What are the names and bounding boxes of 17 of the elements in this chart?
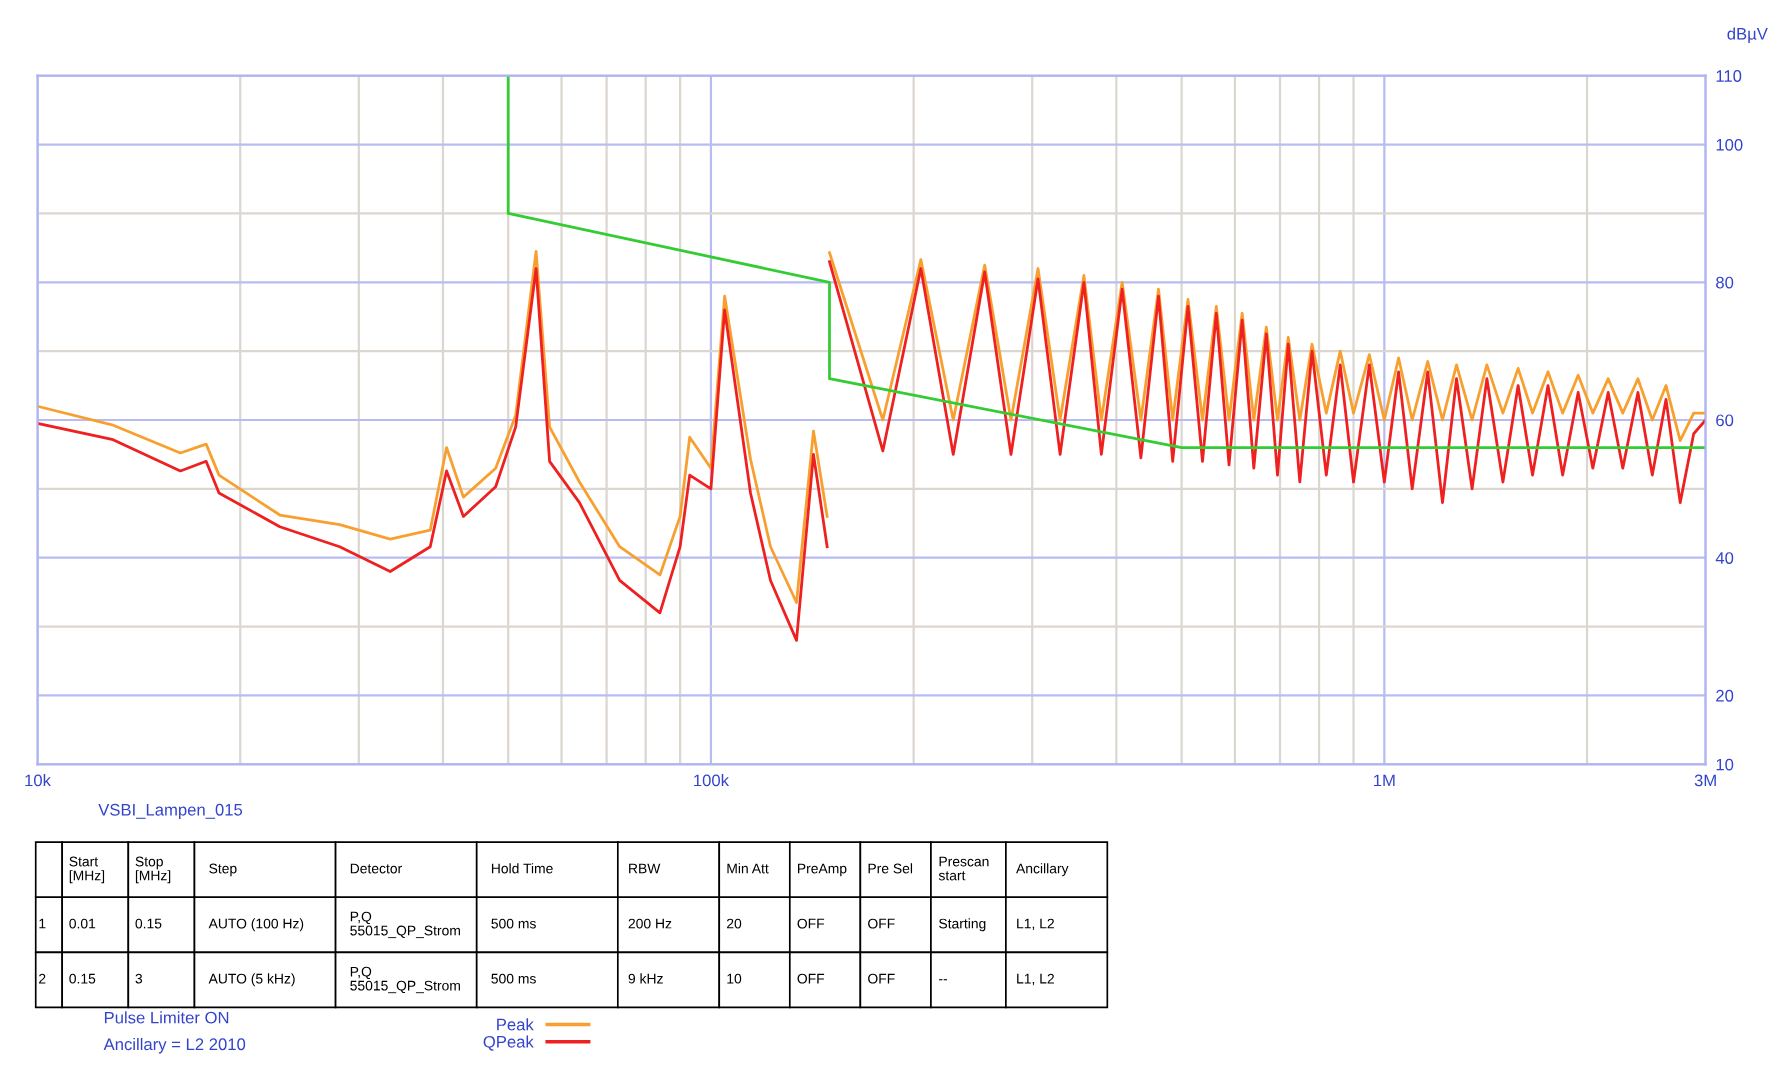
x-tick-label: 10k (25, 774, 51, 787)
legend-label: QPeak (483, 1035, 534, 1051)
y-tick-label: 110 (1716, 70, 1742, 82)
x-tick-label: 100k (694, 774, 730, 787)
y-tick-label: 10 (1716, 758, 1734, 771)
y-tick-label: 20 (1716, 689, 1734, 702)
y-axis-title: dBµV (1727, 27, 1768, 44)
legend-label: Peak (497, 1018, 534, 1031)
y-tick-label: 60 (1716, 414, 1734, 427)
y-tick-label: 100 (1716, 138, 1743, 151)
x-tick-label: 3M (1694, 774, 1716, 787)
text: Ancillary = L2 2010 (103, 1037, 246, 1054)
y-tick-label: 80 (1716, 276, 1734, 289)
x-tick-label: 1M (1374, 774, 1395, 787)
text: Pulse Limiter ON (104, 1011, 229, 1024)
text: VSBI_Lampen_015 (98, 803, 243, 819)
y-tick-label: 40 (1715, 552, 1734, 564)
